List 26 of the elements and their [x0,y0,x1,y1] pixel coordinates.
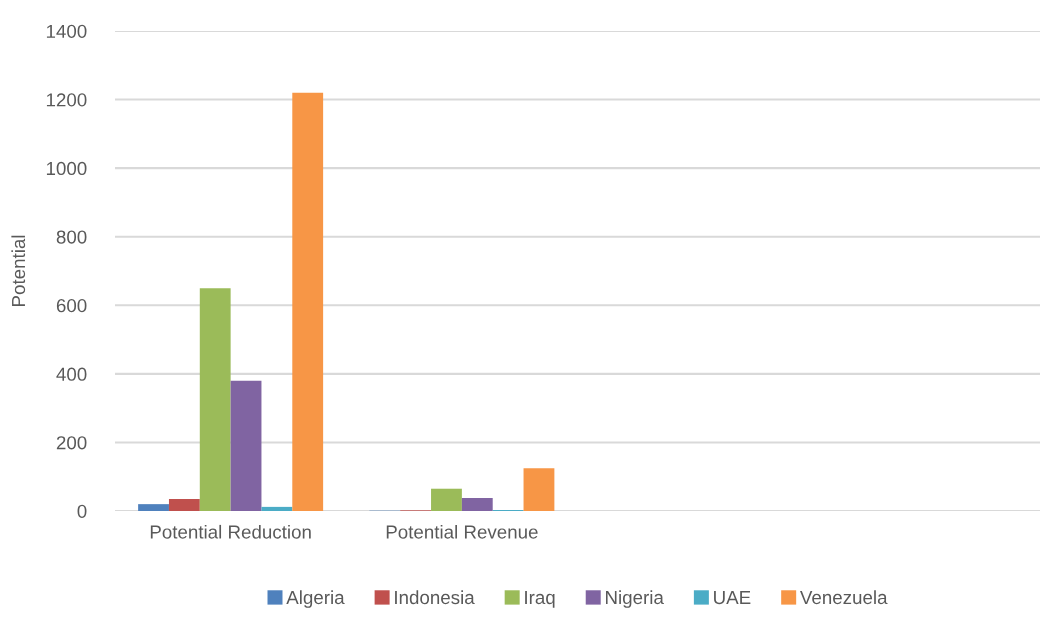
y-tick-label: 800 [56,230,87,244]
legend-label: Indonesia [395,590,475,605]
bar [168,499,200,511]
bar [199,288,231,511]
legend-label: Iraq [525,591,555,608]
y-tick-label: 1200 [46,93,87,107]
bar [261,506,293,511]
bar [431,488,462,511]
y-tick-label: 1000 [46,161,87,176]
bar [138,504,169,511]
x-tick-label: Potential Reduction [150,524,311,539]
y-tick-label: 0 [77,504,87,518]
y-axis-title: Potential [11,235,26,306]
legend-label: Nigeria [606,590,664,608]
bar [523,468,555,511]
legend-label: Venezuela [800,590,888,605]
legend-label: UAE [714,591,751,605]
x-tick-label: Potential Revenue [386,524,538,539]
y-tick-label: 600 [56,298,87,313]
bar [461,497,493,511]
y-tick-label: 400 [56,367,87,381]
bar [230,380,262,511]
y-tick-label: 1400 [46,24,87,38]
legend-label: Algeria [286,590,345,608]
y-tick-label: 200 [56,436,87,450]
bar [292,92,324,511]
